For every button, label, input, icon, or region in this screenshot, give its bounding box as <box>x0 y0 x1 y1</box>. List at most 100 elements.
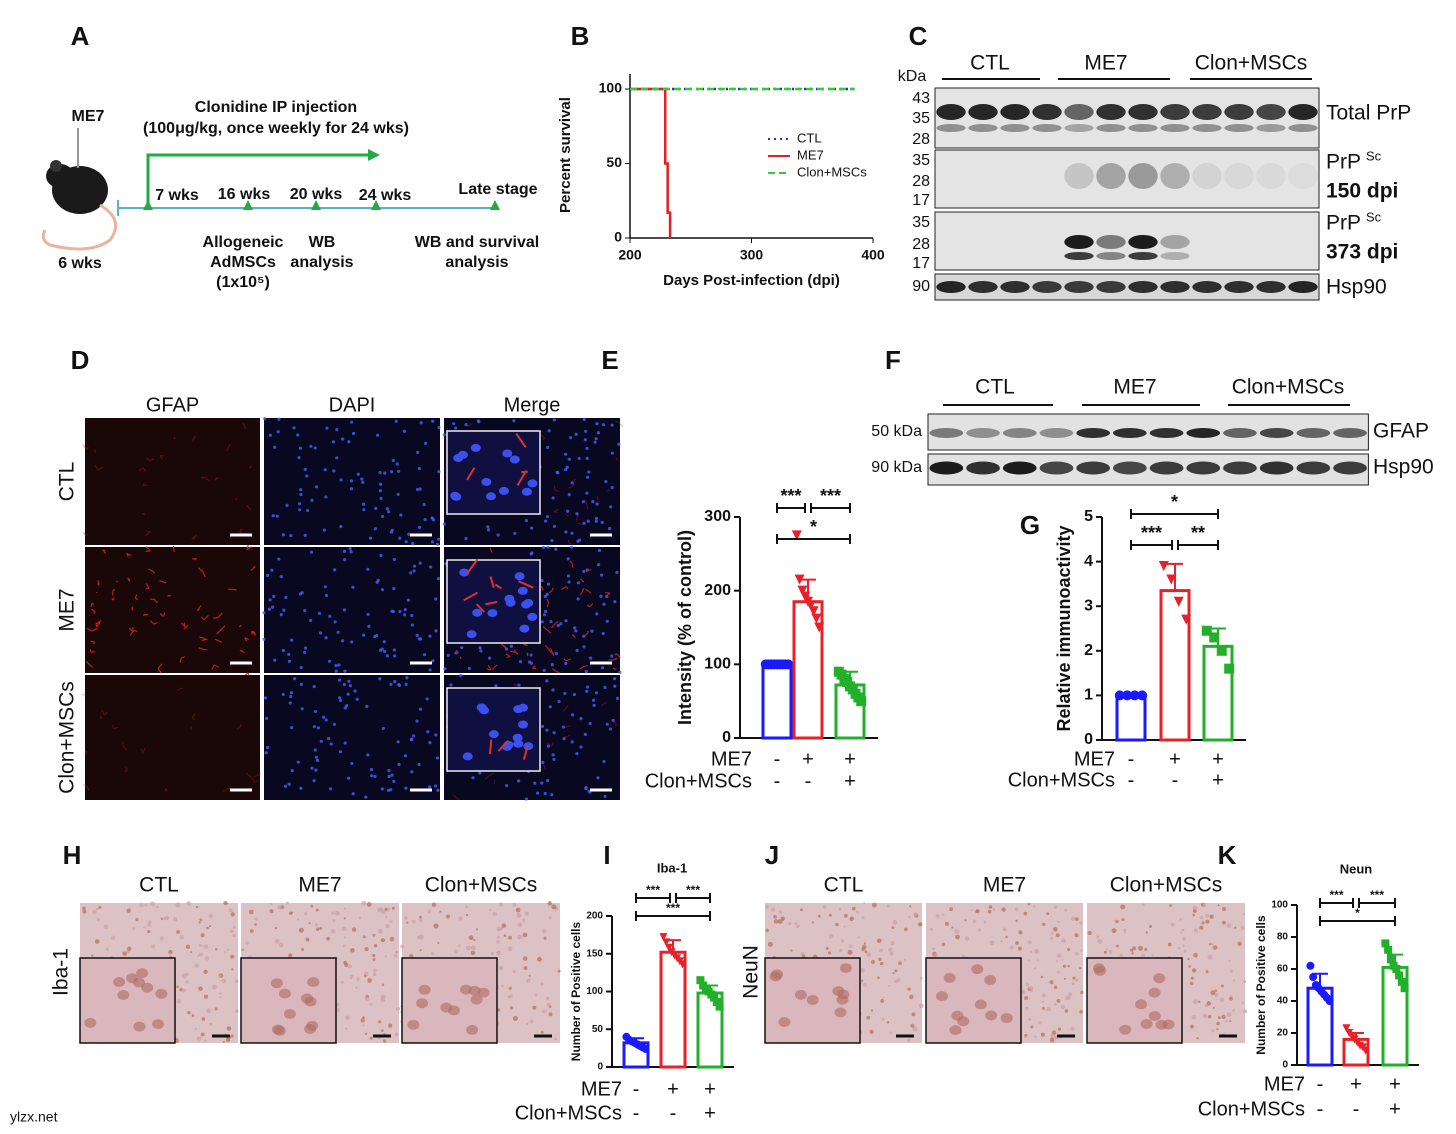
nucleus <box>603 685 607 689</box>
stain-dot <box>788 922 792 926</box>
stain-dot <box>419 915 422 919</box>
stain-dot <box>208 913 214 919</box>
stain-dot <box>160 917 163 921</box>
stain-dot <box>208 924 212 928</box>
astrocyte <box>94 465 104 471</box>
kda-marker: 90 <box>912 278 930 295</box>
astrocyte <box>250 565 256 571</box>
nucleus <box>467 666 471 671</box>
nucleus <box>392 779 396 783</box>
stain-dot <box>1041 1007 1045 1010</box>
condition-sign: + <box>1212 769 1224 791</box>
inset-cell <box>152 1019 165 1030</box>
nucleus <box>379 553 383 558</box>
stain-dot <box>933 953 938 958</box>
blot-frame <box>934 273 1320 301</box>
astrocyte <box>522 643 528 647</box>
blot-band <box>1128 235 1158 249</box>
stain-dot <box>372 972 377 977</box>
inset-cell <box>935 991 948 1002</box>
significance-bracket <box>635 911 711 921</box>
stain-dot <box>82 909 87 914</box>
nucleus <box>336 630 340 634</box>
nucleus <box>486 528 491 532</box>
nucleus <box>554 651 558 656</box>
nucleus <box>437 537 441 541</box>
y-tick-label: 150 <box>586 948 603 959</box>
y-tick-label: 0 <box>597 1062 603 1073</box>
nucleus <box>613 677 617 681</box>
stain-dot <box>848 944 853 948</box>
nucleus <box>585 491 589 495</box>
column-label: DAPI <box>329 394 376 416</box>
nucleus <box>557 699 561 704</box>
nucleus <box>342 683 346 687</box>
treatment-arrow <box>146 153 370 208</box>
blot-band <box>1160 163 1190 189</box>
stain-dot <box>1046 912 1050 916</box>
inset-cell <box>943 972 956 983</box>
stain-dot <box>503 934 507 937</box>
stain-dot <box>358 916 362 920</box>
stain-dot <box>1067 965 1070 968</box>
blot-band <box>1128 163 1158 189</box>
stain-dot <box>1183 949 1187 953</box>
micrograph <box>82 418 260 545</box>
nucleus <box>379 496 383 500</box>
significance-bracket <box>635 893 671 903</box>
nucleus <box>594 437 598 441</box>
kda-marker: 28 <box>912 236 930 253</box>
nucleus <box>299 786 303 790</box>
nucleus <box>271 605 275 609</box>
stain-dot <box>1214 992 1219 998</box>
stain-dot <box>1068 992 1073 997</box>
astrocyte <box>466 423 472 427</box>
stain-dot <box>1141 903 1145 907</box>
nucleus <box>605 722 609 726</box>
micrograph-bg <box>85 418 260 545</box>
nucleus <box>545 679 549 683</box>
astrocyte <box>200 615 209 621</box>
nucleus <box>596 776 600 780</box>
stain-dot <box>344 1027 348 1030</box>
nucleus <box>550 538 554 543</box>
astrocyte <box>172 545 175 552</box>
x-tick-label: 300 <box>740 247 764 263</box>
stain-dot <box>863 983 867 987</box>
stain-dot <box>194 1027 197 1031</box>
significance-label: * <box>1171 492 1178 512</box>
data-point <box>1129 690 1140 701</box>
y-tick-label: 200 <box>586 911 603 922</box>
stain-dot <box>889 1031 893 1035</box>
nucleus <box>524 797 528 801</box>
stain-dot <box>1115 944 1119 948</box>
astrocyte <box>145 530 151 537</box>
stain-dot <box>864 950 868 954</box>
nucleus <box>337 678 342 682</box>
stain-dot <box>215 948 218 951</box>
nucleus <box>380 787 384 791</box>
stain-dot <box>844 914 848 918</box>
inset-nucleus <box>459 568 470 577</box>
inset-process <box>518 580 534 589</box>
data-point <box>1209 632 1220 643</box>
stain-dot <box>364 1032 368 1036</box>
inset-cell <box>1119 1024 1132 1035</box>
data-point <box>664 943 673 952</box>
stain-dot <box>369 1002 373 1006</box>
event-label: Allogeneic <box>203 234 284 251</box>
stain-dot <box>1029 986 1034 991</box>
blot-band <box>1223 428 1257 438</box>
stain-dot <box>466 945 471 951</box>
stain-dot <box>1216 1028 1219 1031</box>
nucleus <box>290 725 294 730</box>
nucleus <box>315 758 320 762</box>
stain-dot <box>433 923 439 929</box>
astrocyte <box>571 634 576 638</box>
column-label: CTL <box>824 874 864 897</box>
astrocyte <box>244 637 249 642</box>
stain-dot <box>1057 920 1060 924</box>
y-tick-label: 0 <box>614 229 622 245</box>
nucleus <box>364 795 368 799</box>
stain-dot <box>179 935 184 940</box>
